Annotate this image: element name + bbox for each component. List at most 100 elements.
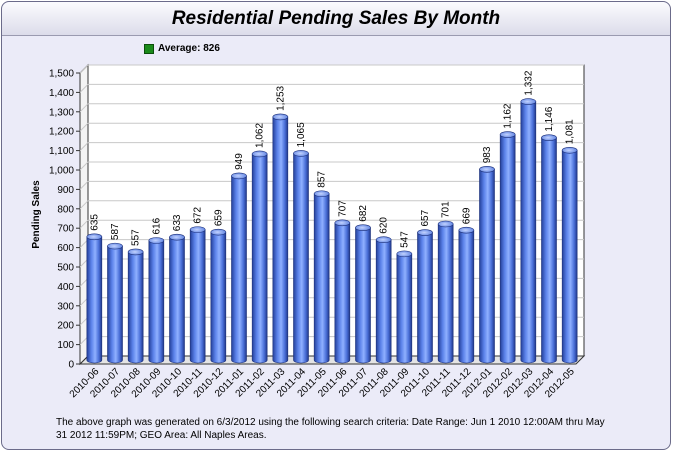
bar xyxy=(293,150,309,364)
bar-value-label: 1,332 xyxy=(523,70,534,95)
legend: Average: 826 xyxy=(144,43,220,54)
bar-body xyxy=(479,168,495,364)
bar-cap xyxy=(107,242,123,250)
bar-value-label: 707 xyxy=(337,200,348,217)
y-axis-label: Pending Sales xyxy=(31,180,42,249)
y-tick-label: 900 xyxy=(57,185,74,196)
gridline-diag xyxy=(79,200,89,210)
y-tick-label: 400 xyxy=(57,282,74,293)
bar-value-label: 1,081 xyxy=(565,119,576,144)
bar-value-label: 657 xyxy=(420,209,431,226)
bar xyxy=(458,226,475,364)
bar-value-label: 587 xyxy=(110,223,121,240)
bar-cap xyxy=(86,233,103,241)
bar xyxy=(107,242,123,364)
footnote: The above graph was generated on 6/3/201… xyxy=(56,417,605,441)
bar-cap xyxy=(499,131,516,138)
bar-body xyxy=(169,236,185,364)
bar-value-label: 1,253 xyxy=(275,85,286,110)
y-tick-label: 1,200 xyxy=(49,127,74,138)
bar xyxy=(479,165,495,364)
bar-body xyxy=(499,134,516,364)
bar xyxy=(127,248,144,364)
bar-cap xyxy=(251,150,268,158)
y-tick-label: 0 xyxy=(68,360,74,371)
y-tick-label: 800 xyxy=(57,204,74,215)
bar-cap xyxy=(148,237,165,244)
bar-body xyxy=(189,229,206,364)
gridline-diag xyxy=(79,142,89,151)
gridline-diag xyxy=(79,122,89,132)
bar-cap xyxy=(272,113,289,121)
bar-cap xyxy=(375,236,392,244)
bar-body xyxy=(251,153,268,364)
bar-value-label: 701 xyxy=(441,201,452,218)
bar-value-label: 949 xyxy=(234,153,245,170)
bar-value-label: 635 xyxy=(89,214,100,231)
bar-cap xyxy=(127,248,144,256)
bar-body xyxy=(272,116,289,364)
bar-body xyxy=(127,251,144,364)
bar-cap xyxy=(541,134,557,141)
bar-cap xyxy=(313,190,330,198)
bar-value-label: 1,062 xyxy=(255,123,266,148)
bar xyxy=(375,236,392,364)
bar-value-label: 1,162 xyxy=(503,103,514,128)
bar-cap xyxy=(396,250,413,258)
y-tick-label: 1,300 xyxy=(49,107,74,118)
y-tick-label: 300 xyxy=(57,301,74,312)
y-tick-label: 1,100 xyxy=(49,146,74,157)
bar-value-label: 682 xyxy=(358,205,369,222)
bar-value-label: 672 xyxy=(193,207,204,224)
bar-value-label: 1,065 xyxy=(296,122,307,147)
bar-value-label: 557 xyxy=(131,229,142,246)
y-tick-label: 200 xyxy=(57,321,74,332)
bar-cap xyxy=(334,219,351,227)
bar-body xyxy=(520,101,537,364)
bar-value-label: 1,146 xyxy=(544,106,555,131)
bar xyxy=(355,224,371,364)
bar-value-label: 669 xyxy=(461,207,472,224)
bar xyxy=(437,220,454,364)
y-tick-label: 1,400 xyxy=(49,88,74,99)
bar xyxy=(313,190,330,364)
bar xyxy=(541,134,557,364)
chart-title: Residential Pending Sales By Month xyxy=(171,8,501,29)
gridline-diag xyxy=(79,64,89,74)
title-bar: Residential Pending Sales By Month xyxy=(2,2,670,36)
bar-cap xyxy=(520,98,537,105)
bar xyxy=(417,229,433,364)
bar-body xyxy=(334,222,351,364)
bar-cap xyxy=(210,228,227,236)
bar xyxy=(396,250,413,364)
bar-cap xyxy=(169,233,185,241)
bar-cap xyxy=(189,226,206,233)
y-tick-label: 100 xyxy=(57,340,74,351)
bar xyxy=(210,228,227,364)
gridline-diag xyxy=(79,161,89,171)
bar-cap xyxy=(231,172,247,180)
bar xyxy=(169,233,185,364)
y-tick-label: 600 xyxy=(57,243,74,254)
bar-cap xyxy=(437,220,454,228)
bar-body xyxy=(210,231,227,364)
bar xyxy=(86,233,103,364)
bar xyxy=(520,98,537,364)
bar-cap xyxy=(355,224,371,231)
bar xyxy=(561,146,578,364)
bar-body xyxy=(561,149,578,364)
bar-body xyxy=(86,236,103,364)
bar-cap xyxy=(561,146,578,154)
bar-value-label: 620 xyxy=(379,217,390,234)
bar-body xyxy=(541,137,557,364)
bar xyxy=(499,131,516,364)
bar-value-label: 659 xyxy=(213,209,224,226)
y-tick-label: 700 xyxy=(57,224,74,235)
bar-body xyxy=(355,227,371,364)
bar xyxy=(334,219,351,364)
y-tick-label: 1,500 xyxy=(49,69,74,80)
bar xyxy=(272,113,289,364)
bar-value-label: 857 xyxy=(317,171,328,188)
bar-body xyxy=(437,223,454,364)
